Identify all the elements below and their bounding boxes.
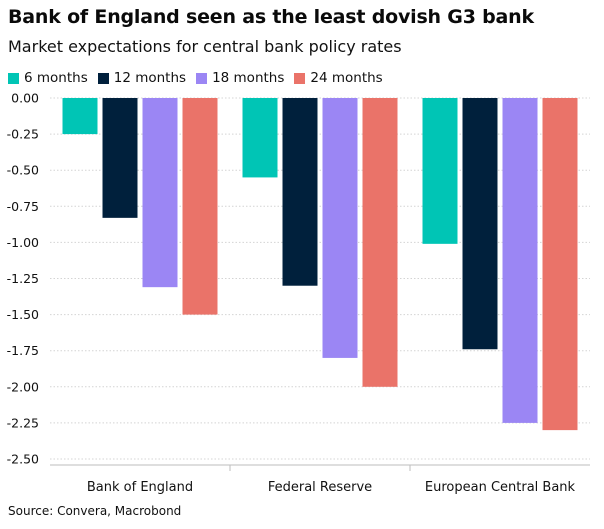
chart-subtitle: Market expectations for central bank pol…: [8, 37, 402, 56]
legend-label-24-months: 24 months: [310, 70, 383, 86]
y-tick-label-9: -2.25: [7, 415, 39, 430]
x-category-label-european-central-bank: European Central Bank: [425, 480, 576, 495]
bar-federal-reserve-12-months: [282, 98, 318, 286]
source-note: Source: Convera, Macrobond: [8, 504, 182, 518]
bar-bank-of-england-6-months: [62, 98, 98, 135]
bar-federal-reserve-24-months: [362, 98, 398, 387]
legend-swatch-18-months: [196, 72, 208, 84]
legend-label-18-months: 18 months: [212, 70, 285, 86]
legend-item-6-months: 6 months: [8, 70, 88, 86]
y-tick-label-1: -0.25: [7, 127, 39, 142]
bar-bank-of-england-12-months: [102, 98, 138, 218]
y-tick-label-5: -1.25: [7, 271, 39, 286]
y-tick-label-8: -2.00: [7, 379, 39, 394]
legend-swatch-6-months: [8, 72, 19, 84]
legend-item-12-months: 12 months: [97, 70, 187, 86]
bar-european-central-bank-12-months: [462, 98, 498, 350]
legend-item-18-months: 18 months: [196, 70, 284, 86]
bar-bank-of-england-18-months: [142, 98, 178, 288]
y-tick-label-3: -0.75: [7, 199, 39, 214]
legend-label-12-months: 12 months: [113, 70, 187, 86]
y-tick-label-7: -1.75: [7, 343, 39, 358]
legend-swatch-12-months: [97, 72, 109, 84]
bar-european-central-bank-18-months: [502, 98, 538, 423]
legend: 6 months 12 months 18 months 24 months: [8, 70, 383, 86]
y-tick-label-0: 0.00: [11, 91, 39, 106]
y-tick-label-6: -1.50: [7, 307, 39, 322]
bar-federal-reserve-18-months: [322, 98, 358, 358]
bar-european-central-bank-6-months: [422, 98, 458, 244]
y-tick-label-4: -1.00: [7, 235, 39, 250]
chart-title: Bank of England seen as the least dovish…: [8, 6, 534, 28]
legend-swatch-24-months: [294, 72, 306, 84]
x-category-label-federal-reserve: Federal Reserve: [268, 480, 372, 495]
legend-item-24-months: 24 months: [294, 70, 383, 86]
y-tick-label-2: -0.50: [7, 163, 39, 178]
bar-european-central-bank-24-months: [542, 98, 578, 431]
y-tick-label-10: -2.50: [7, 452, 39, 467]
bar-federal-reserve-6-months: [242, 98, 278, 178]
legend-label-6-months: 6 months: [24, 70, 88, 86]
bar-bank-of-england-24-months: [182, 98, 218, 315]
x-category-label-bank-of-england: Bank of England: [87, 480, 193, 495]
